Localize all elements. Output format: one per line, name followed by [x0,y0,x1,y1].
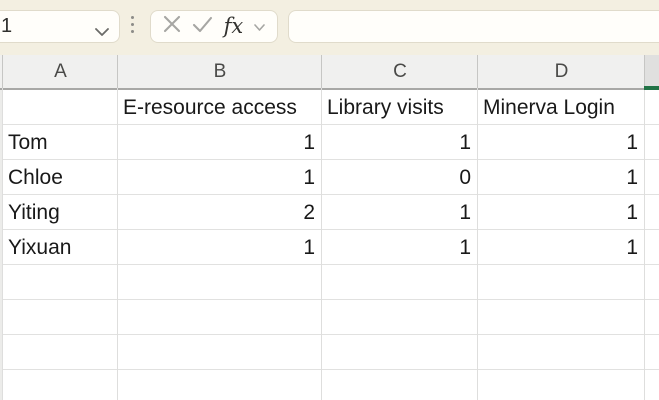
gridline-vertical [644,55,645,400]
cancel-button[interactable] [163,11,181,42]
cell-D2[interactable]: 1 [626,131,638,154]
cell-B1[interactable]: E-resource access [123,96,297,119]
column-header-strip [0,55,659,88]
enter-button[interactable] [192,11,213,42]
gridline-vertical [321,55,322,400]
cell-C4[interactable]: 1 [459,201,471,224]
cell-B5[interactable]: 1 [303,236,315,259]
fx-icon: fx [223,14,244,38]
cell-B4[interactable]: 2 [303,201,315,224]
cell-D3[interactable]: 1 [626,166,638,189]
formula-bar-separator-icon [130,16,134,33]
insert-function-button[interactable]: fx [224,11,244,42]
cell-D5[interactable]: 1 [626,236,638,259]
column-header-E-partial[interactable] [645,55,659,88]
column-header-A[interactable]: A [54,61,67,82]
cell-B2[interactable]: 1 [303,131,315,154]
column-header-B[interactable]: B [213,61,227,82]
row-gutter [0,90,2,400]
chevron-down-icon[interactable] [95,23,109,41]
x-icon [163,15,181,38]
gridline-vertical [477,55,478,400]
cell-D4[interactable]: 1 [626,201,638,224]
cell-D1[interactable]: Minerva Login [483,96,615,119]
check-icon [192,16,213,38]
column-header-D[interactable]: D [554,61,569,82]
formula-controls: fx [150,10,278,43]
cell-C1[interactable]: Library visits [327,96,444,119]
gridline-vertical [2,55,3,400]
cell-A3[interactable]: Chloe [8,166,63,189]
cell-A4[interactable]: Yiting [8,201,60,224]
formula-input[interactable] [288,10,659,43]
formula-bar: 1 fx [0,0,659,55]
name-box[interactable]: 1 [0,10,120,43]
chevron-down-icon [254,18,265,36]
gridline-vertical [117,55,118,400]
cell-B3[interactable]: 1 [303,166,315,189]
name-box-value: 1 [1,15,13,37]
cell-A5[interactable]: Yixuan [8,236,72,259]
function-chevron-button[interactable] [254,11,265,42]
cell-C5[interactable]: 1 [459,236,471,259]
column-header-C[interactable]: C [393,61,407,82]
sheet-grid[interactable] [0,90,659,400]
cell-A2[interactable]: Tom [8,131,48,154]
cell-C2[interactable]: 1 [459,131,471,154]
active-column-indicator [644,86,659,90]
cell-C3[interactable]: 0 [459,166,471,189]
header-bottom-border [0,88,659,90]
